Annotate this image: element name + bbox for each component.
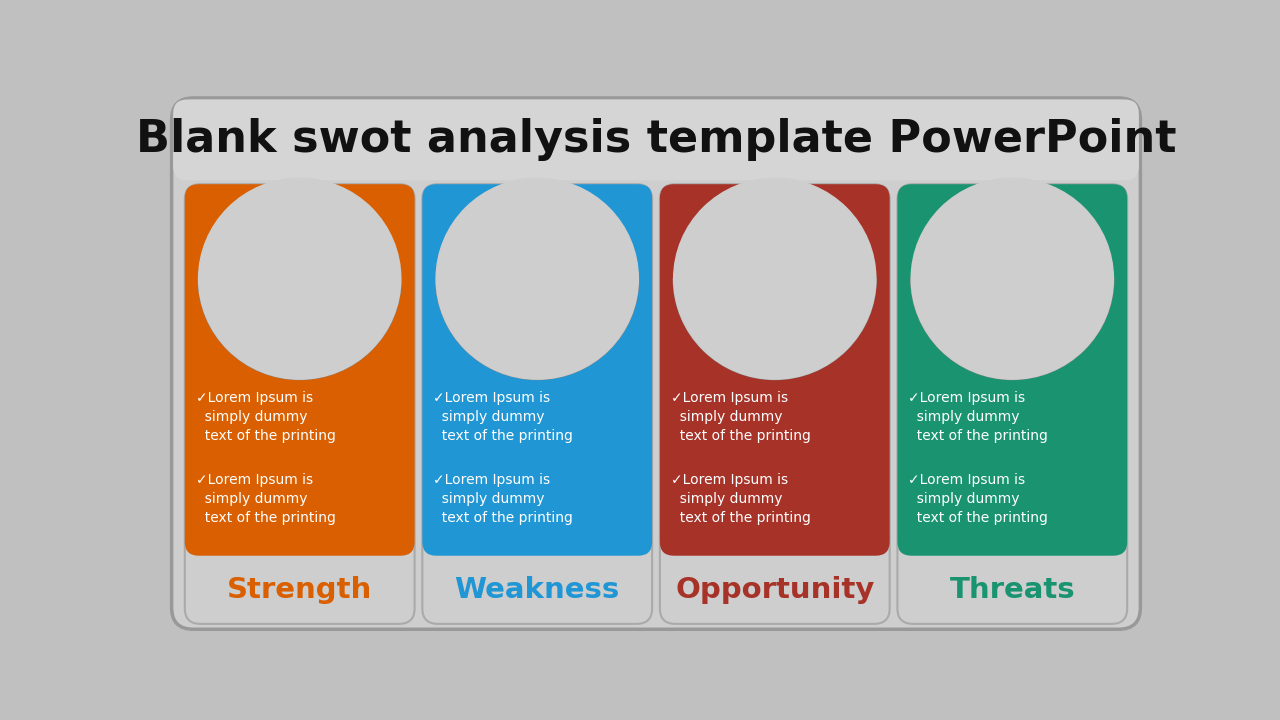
Circle shape xyxy=(911,179,1114,379)
Text: ✓Lorem Ipsum is
  simply dummy
  text of the printing: ✓Lorem Ipsum is simply dummy text of the… xyxy=(671,392,810,444)
FancyBboxPatch shape xyxy=(422,184,652,556)
FancyBboxPatch shape xyxy=(660,184,890,624)
Circle shape xyxy=(198,179,401,379)
Text: ✓Lorem Ipsum is
  simply dummy
  text of the printing: ✓Lorem Ipsum is simply dummy text of the… xyxy=(433,392,573,444)
FancyBboxPatch shape xyxy=(173,99,1139,180)
Circle shape xyxy=(436,179,639,379)
Text: ✓Lorem Ipsum is
  simply dummy
  text of the printing: ✓Lorem Ipsum is simply dummy text of the… xyxy=(909,473,1048,525)
Text: Threats: Threats xyxy=(950,576,1075,604)
Text: Weakness: Weakness xyxy=(454,576,620,604)
FancyBboxPatch shape xyxy=(897,184,1128,624)
Text: ✓Lorem Ipsum is
  simply dummy
  text of the printing: ✓Lorem Ipsum is simply dummy text of the… xyxy=(196,392,335,444)
Text: ✓Lorem Ipsum is
  simply dummy
  text of the printing: ✓Lorem Ipsum is simply dummy text of the… xyxy=(909,392,1048,444)
FancyBboxPatch shape xyxy=(184,184,415,556)
Text: ✓Lorem Ipsum is
  simply dummy
  text of the printing: ✓Lorem Ipsum is simply dummy text of the… xyxy=(433,473,573,525)
Text: Opportunity: Opportunity xyxy=(675,576,874,604)
Text: Strength: Strength xyxy=(227,576,372,604)
Text: ✓Lorem Ipsum is
  simply dummy
  text of the printing: ✓Lorem Ipsum is simply dummy text of the… xyxy=(196,473,335,525)
FancyBboxPatch shape xyxy=(422,184,652,624)
FancyBboxPatch shape xyxy=(172,98,1140,629)
Circle shape xyxy=(673,179,876,379)
Text: ✓Lorem Ipsum is
  simply dummy
  text of the printing: ✓Lorem Ipsum is simply dummy text of the… xyxy=(671,473,810,525)
FancyBboxPatch shape xyxy=(660,184,890,556)
FancyBboxPatch shape xyxy=(897,184,1128,556)
FancyBboxPatch shape xyxy=(184,184,415,624)
Text: Blank swot analysis template PowerPoint: Blank swot analysis template PowerPoint xyxy=(136,118,1176,161)
